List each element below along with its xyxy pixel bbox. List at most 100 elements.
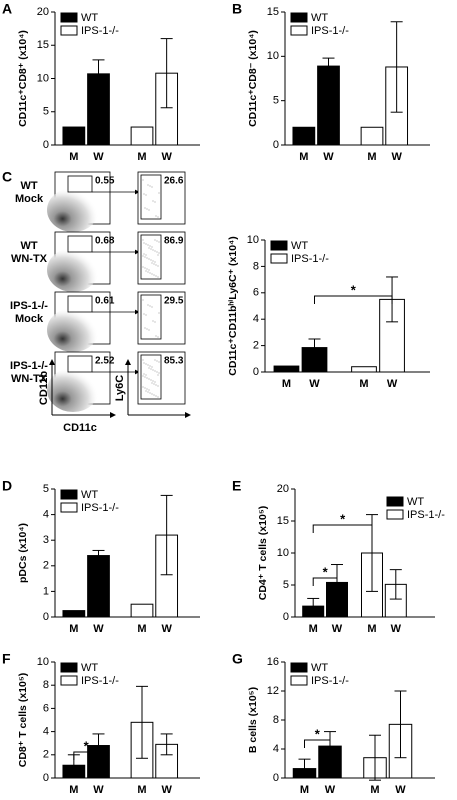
- event: [154, 321, 156, 323]
- event: [158, 312, 160, 314]
- error-bar: [136, 685, 148, 759]
- event: [144, 387, 146, 389]
- gate: [140, 234, 162, 280]
- gate: [67, 355, 93, 373]
- x-tick-label: W: [93, 784, 104, 796]
- event: [146, 377, 148, 379]
- y-axis-label: CD11c⁺CD8⁻ (x10⁴): [247, 30, 259, 127]
- bar: [62, 610, 86, 618]
- y-tick-label: 2: [253, 340, 259, 352]
- x-tick-label: M: [299, 151, 308, 163]
- event: [147, 244, 149, 246]
- y-tick-label: 3: [43, 534, 49, 546]
- event: [148, 367, 150, 369]
- y-tick-label: 10: [37, 72, 49, 84]
- x-tick-label: M: [137, 151, 146, 163]
- event: [157, 265, 159, 267]
- row-label: WT: [20, 180, 37, 192]
- event: [146, 388, 148, 390]
- error-bar: [160, 494, 173, 576]
- event: [145, 363, 147, 365]
- event: [142, 299, 144, 301]
- legend-label: WT: [311, 12, 328, 24]
- event: [149, 365, 151, 367]
- y-tick-label: 1: [43, 585, 49, 597]
- y-axis-label: CD4⁺ T cells (x10⁵): [257, 506, 269, 601]
- legend-swatch: [60, 489, 78, 500]
- row-label: WT: [20, 240, 37, 252]
- event: [155, 384, 157, 386]
- y-tick-label: 4: [253, 313, 259, 325]
- event: [148, 269, 150, 271]
- event: [152, 369, 154, 371]
- event: [142, 239, 144, 241]
- event: [152, 249, 154, 251]
- bar: [317, 65, 340, 146]
- y-tick-label: 5: [273, 95, 279, 107]
- density: [47, 188, 99, 232]
- event: [151, 246, 153, 248]
- event: [142, 375, 144, 377]
- plot-frame: [137, 291, 186, 345]
- event: [157, 374, 159, 376]
- x-tick-label: W: [391, 151, 402, 163]
- event: [151, 186, 153, 188]
- event: [157, 216, 159, 218]
- event: [147, 391, 149, 393]
- legend-label: IPS-1-/-: [81, 25, 119, 37]
- y-tick-label: 12: [267, 685, 279, 697]
- event: [143, 253, 145, 255]
- density: [47, 248, 99, 292]
- event: [143, 373, 145, 375]
- panel-label: E: [232, 478, 241, 494]
- significance-bracket: [73, 751, 99, 760]
- bar: [360, 126, 384, 146]
- event: [146, 208, 148, 210]
- gate: [67, 175, 93, 193]
- error-bar: [369, 734, 381, 781]
- row-label: Mock: [15, 193, 44, 205]
- gate-value: 85.3: [164, 356, 184, 367]
- event: [149, 245, 151, 247]
- y-tick-label: 10: [267, 50, 279, 62]
- event: [148, 389, 150, 391]
- significance-star: *: [351, 282, 357, 297]
- x-tick-label: W: [93, 623, 104, 635]
- legend-label: IPS-1-/-: [81, 675, 119, 687]
- significance-star: *: [315, 726, 321, 741]
- x-tick-label: M: [69, 784, 78, 796]
- y-tick-label: 0: [283, 611, 289, 623]
- legend-label: WT: [81, 489, 98, 501]
- event: [155, 215, 157, 217]
- y-tick-label: 0: [43, 611, 49, 623]
- legend-label: WT: [81, 662, 98, 674]
- x-tick-label: W: [161, 151, 172, 163]
- legend-label: IPS-1-/-: [291, 253, 329, 265]
- significance-bracket: [314, 295, 393, 304]
- gate-value: 0.55: [95, 176, 115, 187]
- event: [142, 266, 144, 268]
- panel-label: G: [232, 651, 243, 667]
- legend-swatch: [290, 12, 308, 23]
- x-tick-label: M: [282, 378, 291, 390]
- event: [142, 255, 144, 257]
- gate-value: 0.61: [95, 296, 115, 307]
- density: [47, 308, 99, 352]
- event: [156, 240, 158, 242]
- y-tick-label: 8: [253, 260, 259, 272]
- y-tick-label: 15: [37, 39, 49, 51]
- y-tick-label: 8: [43, 679, 49, 691]
- event: [145, 243, 147, 245]
- event: [153, 274, 155, 276]
- gate: [140, 174, 162, 220]
- legend-swatch: [60, 25, 78, 36]
- legend-swatch: [60, 502, 78, 513]
- y-tick-label: 4: [43, 726, 49, 738]
- event: [151, 306, 153, 308]
- y-tick-label: 6: [253, 287, 259, 299]
- event: [146, 257, 148, 259]
- event: [154, 239, 156, 241]
- event: [148, 209, 150, 211]
- legend-swatch: [386, 496, 404, 507]
- event: [142, 386, 144, 388]
